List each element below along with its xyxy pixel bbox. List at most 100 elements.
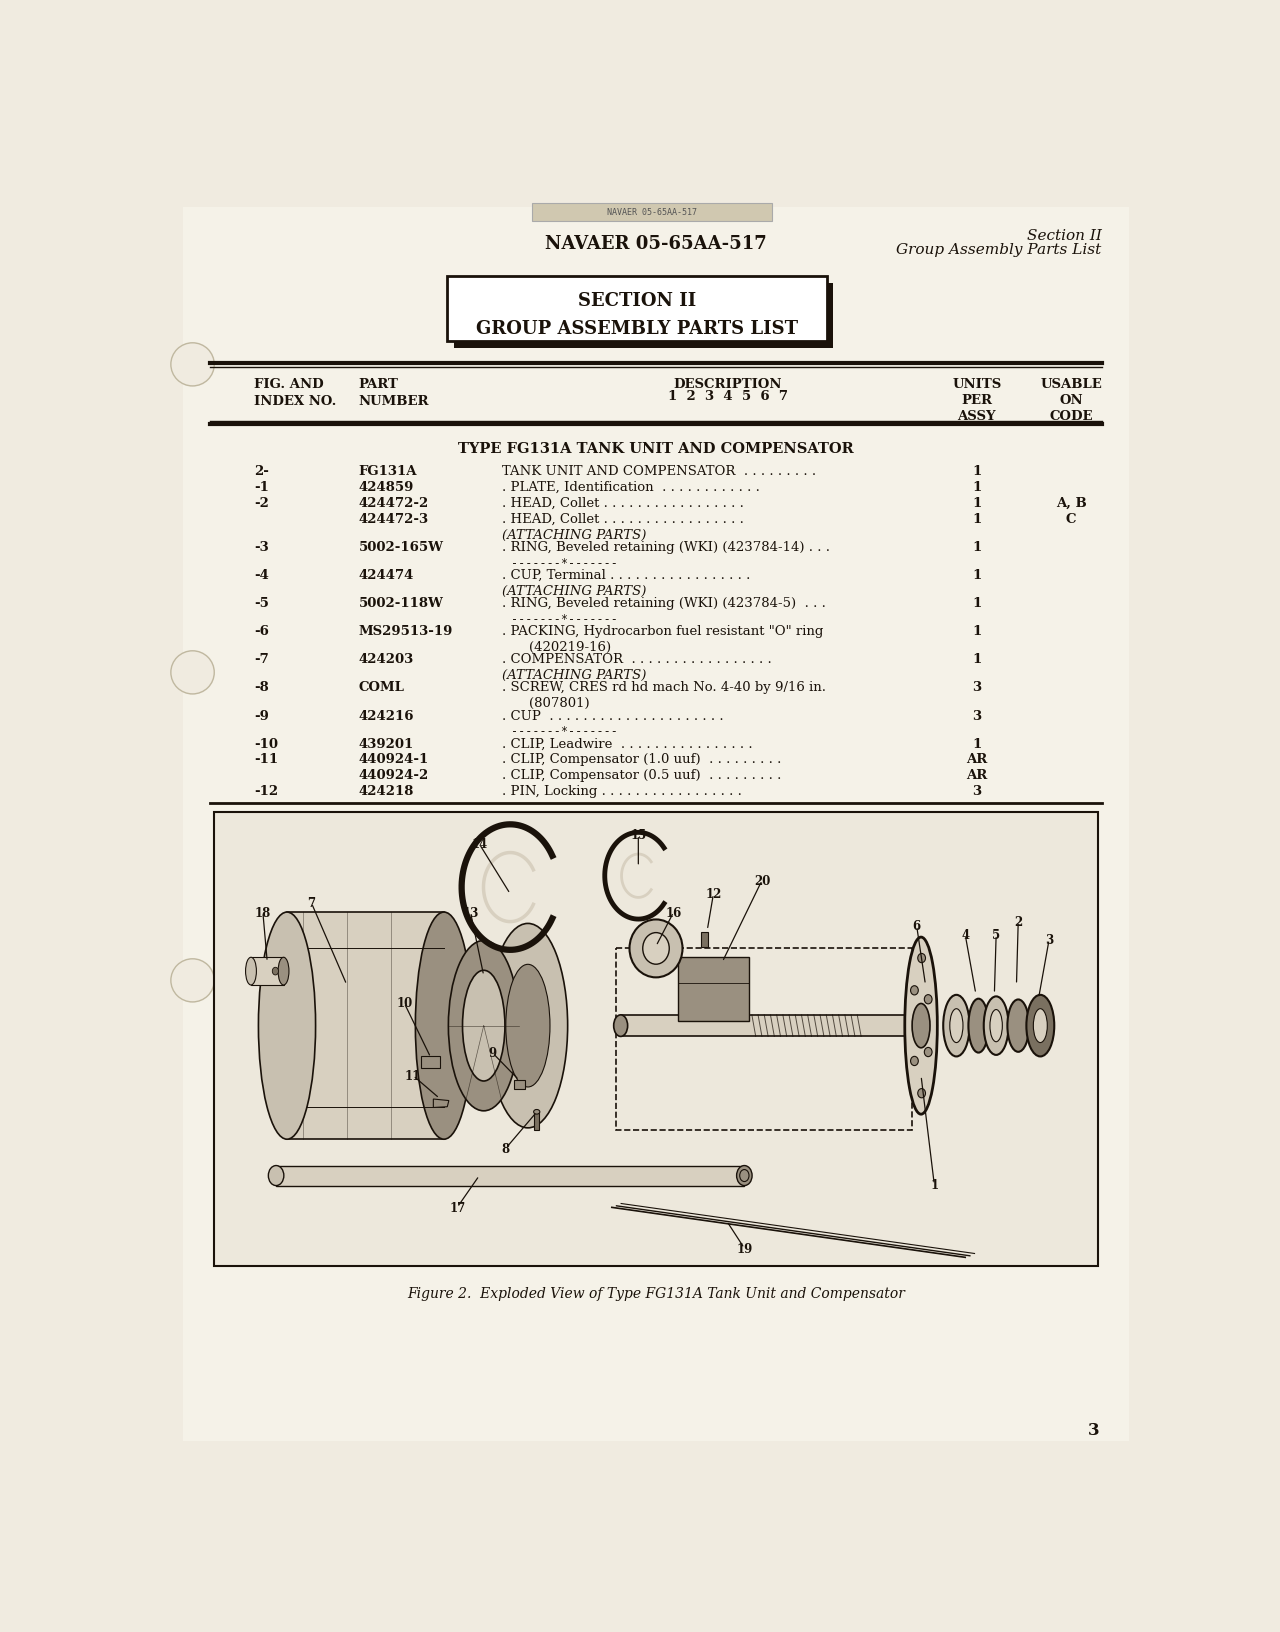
Text: -5: -5: [255, 597, 269, 610]
Ellipse shape: [989, 1010, 1002, 1043]
Text: . CLIP, Compensator (0.5 uuf)  . . . . . . . . .: . CLIP, Compensator (0.5 uuf) . . . . . …: [502, 769, 782, 782]
Text: 1: 1: [973, 625, 982, 638]
Text: 1: 1: [973, 512, 982, 526]
Text: -9: -9: [255, 710, 269, 721]
Text: 17: 17: [449, 1201, 466, 1214]
Text: DESCRIPTION: DESCRIPTION: [673, 377, 782, 390]
Bar: [214, 813, 1098, 1266]
Text: 1: 1: [973, 481, 982, 494]
Text: . CLIP, Compensator (1.0 uuf)  . . . . . . . . .: . CLIP, Compensator (1.0 uuf) . . . . . …: [502, 752, 782, 765]
Text: 1  2  3  4  5  6  7: 1 2 3 4 5 6 7: [668, 390, 788, 403]
Text: 439201: 439201: [358, 738, 413, 751]
Text: -6: -6: [255, 625, 269, 638]
Text: -1: -1: [255, 481, 269, 494]
Bar: [532, 204, 772, 222]
Ellipse shape: [736, 1165, 753, 1186]
Text: 11: 11: [404, 1069, 421, 1082]
Text: 16: 16: [666, 906, 682, 919]
Text: 424218: 424218: [358, 785, 413, 798]
Ellipse shape: [1033, 1009, 1047, 1043]
Text: . HEAD, Collet . . . . . . . . . . . . . . . . .: . HEAD, Collet . . . . . . . . . . . . .…: [502, 512, 744, 526]
Text: 1: 1: [973, 597, 982, 610]
Bar: [701, 932, 708, 948]
Bar: [251, 958, 284, 986]
Ellipse shape: [918, 953, 925, 963]
Ellipse shape: [278, 958, 289, 986]
Text: 19: 19: [736, 1242, 753, 1255]
Ellipse shape: [259, 912, 316, 1139]
Text: 15: 15: [630, 829, 646, 842]
Text: 20: 20: [754, 875, 771, 888]
Ellipse shape: [273, 968, 279, 976]
Text: -8: -8: [255, 681, 269, 694]
Text: 1: 1: [973, 465, 982, 478]
Text: 14: 14: [471, 837, 488, 850]
Text: 8: 8: [502, 1142, 509, 1155]
Ellipse shape: [269, 1165, 284, 1186]
Text: . COMPENSATOR  . . . . . . . . . . . . . . . . .: . COMPENSATOR . . . . . . . . . . . . . …: [502, 653, 772, 666]
Text: -4: -4: [255, 568, 269, 581]
Text: 5002-118W: 5002-118W: [358, 597, 443, 610]
Text: (ATTACHING PARTS): (ATTACHING PARTS): [502, 584, 646, 597]
Ellipse shape: [506, 965, 550, 1087]
Text: . RING, Beveled retaining (WKI) (423784-14) . . .: . RING, Beveled retaining (WKI) (423784-…: [502, 540, 831, 553]
Text: 3: 3: [1088, 1421, 1100, 1438]
Text: . CUP, Terminal . . . . . . . . . . . . . . . . .: . CUP, Terminal . . . . . . . . . . . . …: [502, 568, 750, 581]
Text: 5: 5: [992, 929, 1000, 942]
Text: 3: 3: [973, 710, 982, 721]
Text: . RING, Beveled retaining (WKI) (423784-5)  . . .: . RING, Beveled retaining (WKI) (423784-…: [502, 597, 826, 610]
Text: 2: 2: [1014, 916, 1023, 929]
Text: 12: 12: [705, 888, 722, 901]
Ellipse shape: [246, 958, 256, 986]
Text: -3: -3: [255, 540, 269, 553]
Text: -12: -12: [255, 785, 278, 798]
Text: 424216: 424216: [358, 710, 413, 721]
Text: 1: 1: [931, 1178, 938, 1191]
Text: 440924-2: 440924-2: [358, 769, 429, 782]
Text: PART
NUMBER: PART NUMBER: [358, 377, 429, 408]
Circle shape: [170, 344, 214, 387]
Text: 5002-165W: 5002-165W: [358, 540, 443, 553]
Ellipse shape: [969, 999, 988, 1053]
Text: COML: COML: [358, 681, 404, 694]
Text: . HEAD, Collet . . . . . . . . . . . . . . . . .: . HEAD, Collet . . . . . . . . . . . . .…: [502, 496, 744, 509]
Text: 424472-2: 424472-2: [358, 496, 429, 509]
Text: Figure 2.  Exploded View of Type FG131A Tank Unit and Compensator: Figure 2. Exploded View of Type FG131A T…: [407, 1286, 905, 1299]
Text: AR: AR: [966, 752, 987, 765]
Text: 7: 7: [307, 898, 315, 911]
Ellipse shape: [913, 1004, 931, 1048]
Text: . CLIP, Leadwire  . . . . . . . . . . . . . . . .: . CLIP, Leadwire . . . . . . . . . . . .…: [502, 738, 753, 751]
Circle shape: [170, 960, 214, 1002]
Ellipse shape: [905, 1015, 919, 1036]
Text: 1: 1: [973, 653, 982, 666]
Bar: [287, 912, 444, 1139]
Ellipse shape: [488, 924, 567, 1128]
Text: Group Assembly Parts List: Group Assembly Parts List: [896, 243, 1102, 256]
Text: 3: 3: [973, 785, 982, 798]
Text: NAVAER 05-65AA-517: NAVAER 05-65AA-517: [607, 209, 698, 217]
Ellipse shape: [905, 937, 937, 1115]
Text: TYPE FG131A TANK UNIT AND COMPENSATOR: TYPE FG131A TANK UNIT AND COMPENSATOR: [458, 442, 854, 455]
Bar: [421, 1056, 440, 1069]
Ellipse shape: [534, 1110, 540, 1115]
Text: -------*-------: -------*-------: [511, 557, 618, 570]
Text: A, B: A, B: [1056, 496, 1087, 509]
Ellipse shape: [740, 1170, 749, 1182]
Bar: [616, 948, 913, 1131]
Text: 3: 3: [973, 681, 982, 694]
Text: -7: -7: [255, 653, 269, 666]
Text: MS29513-19: MS29513-19: [358, 625, 453, 638]
Text: (807801): (807801): [530, 697, 590, 710]
Text: AR: AR: [966, 769, 987, 782]
Ellipse shape: [613, 1015, 627, 1036]
Text: -2: -2: [255, 496, 269, 509]
Ellipse shape: [924, 1048, 932, 1058]
Text: (ATTACHING PARTS): (ATTACHING PARTS): [502, 669, 646, 682]
Ellipse shape: [462, 971, 504, 1082]
Ellipse shape: [924, 996, 932, 1004]
Text: 13: 13: [462, 906, 479, 919]
Text: -11: -11: [255, 752, 278, 765]
Bar: [678, 958, 749, 1022]
Text: NAVAER 05-65AA-517: NAVAER 05-65AA-517: [545, 235, 767, 253]
Text: C: C: [1066, 512, 1076, 526]
